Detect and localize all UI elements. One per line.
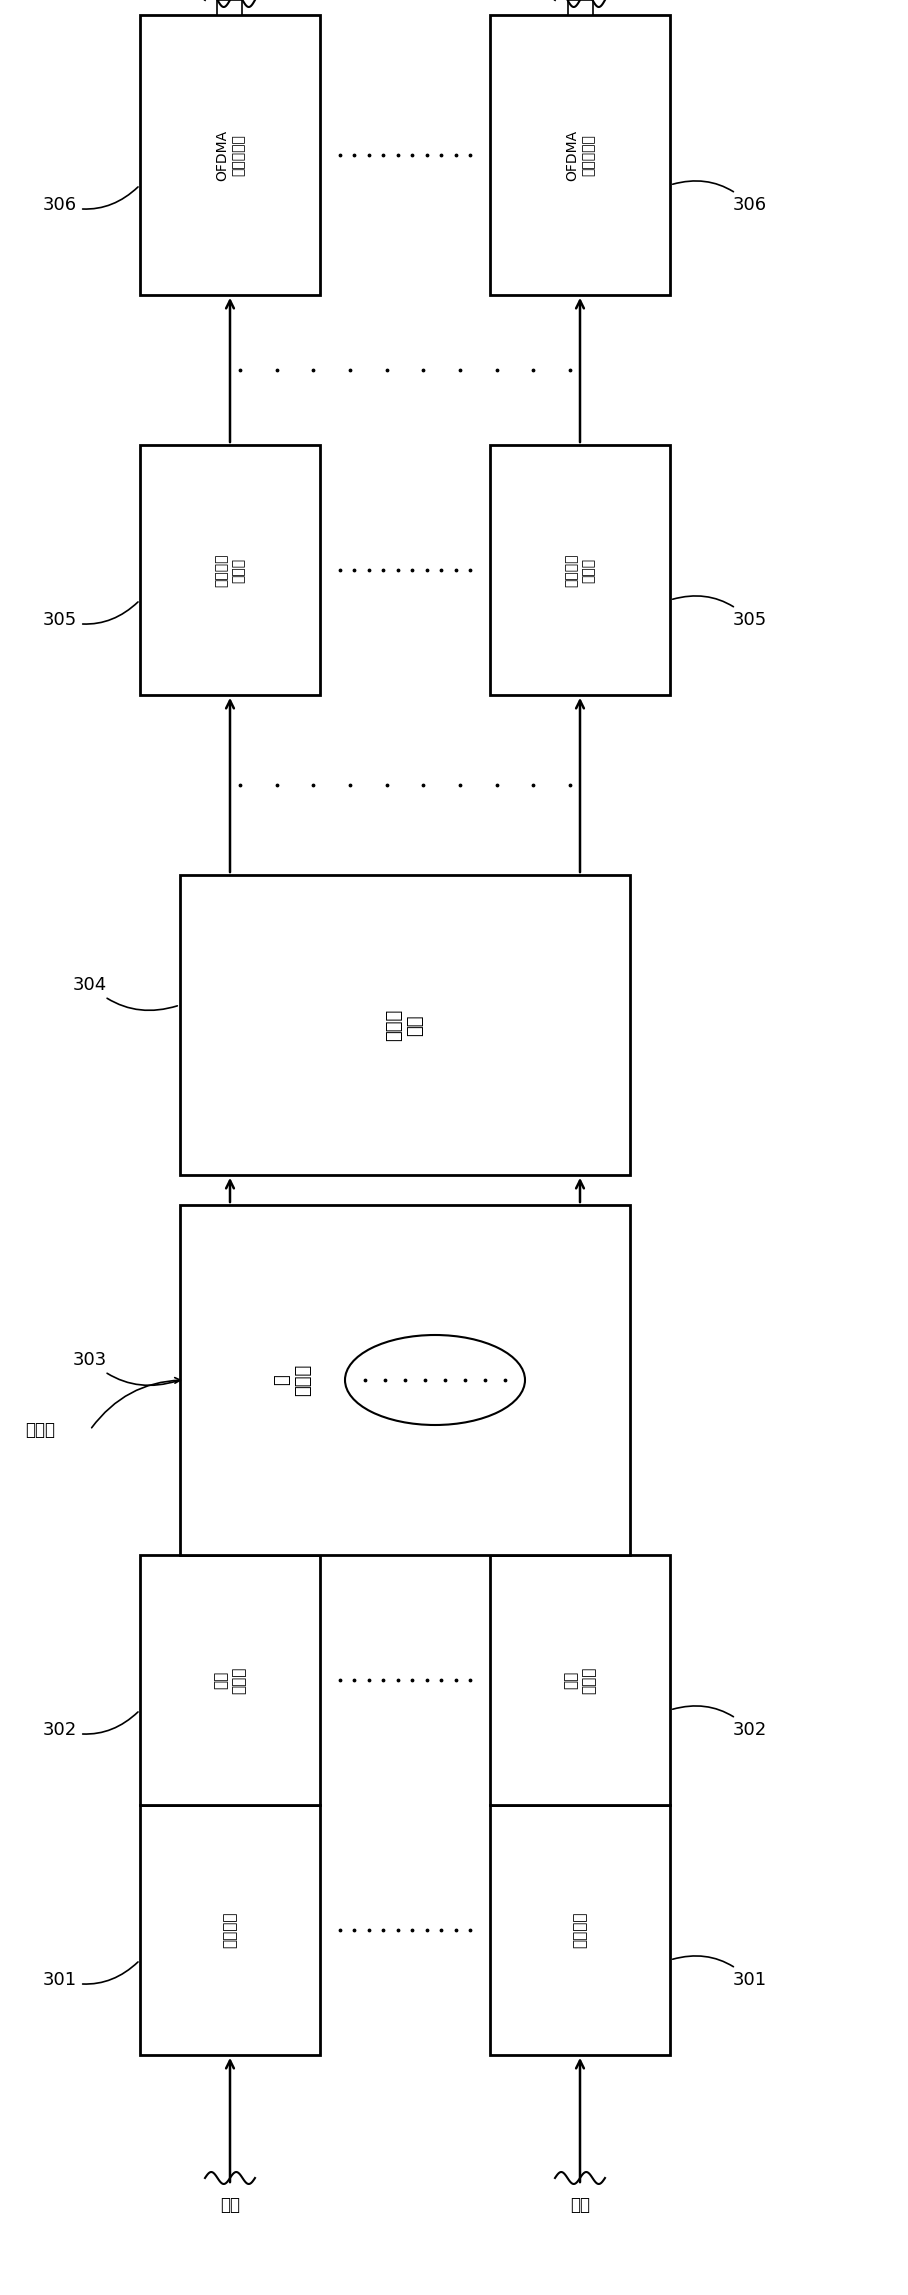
- Text: 305: 305: [43, 601, 138, 629]
- Bar: [180, 1205, 630, 1556]
- Text: 303: 303: [73, 1352, 177, 1386]
- Text: 304: 304: [73, 975, 177, 1010]
- Text: OFDMA
信号发生器: OFDMA 信号发生器: [215, 129, 245, 181]
- Bar: [140, 445, 320, 695]
- Text: 305: 305: [673, 597, 767, 629]
- Ellipse shape: [345, 1336, 525, 1425]
- Text: 码字: 码字: [220, 2196, 240, 2215]
- Text: 301: 301: [43, 1962, 138, 1990]
- Bar: [140, 16, 320, 296]
- Text: 资源元素
映射器: 资源元素 映射器: [215, 553, 245, 588]
- Bar: [568, 0, 593, 16]
- Text: 码字: 码字: [570, 2196, 590, 2215]
- Text: 302: 302: [673, 1705, 767, 1740]
- Bar: [140, 1804, 320, 2054]
- Bar: [218, 0, 242, 16]
- Bar: [490, 445, 670, 695]
- Bar: [490, 1804, 670, 2054]
- Text: 301: 301: [673, 1955, 767, 1990]
- Bar: [490, 1556, 670, 1804]
- Bar: [490, 16, 670, 296]
- Bar: [180, 874, 630, 1175]
- Text: 多个层: 多个层: [25, 1421, 55, 1439]
- Text: 资源元素
映射器: 资源元素 映射器: [565, 553, 595, 588]
- Bar: [140, 1556, 320, 1804]
- Text: 调制
映射器: 调制 映射器: [564, 1666, 597, 1694]
- Text: 306: 306: [673, 181, 767, 213]
- Text: 加扰模块: 加扰模块: [573, 1912, 587, 1948]
- Text: OFDMA
信号发生器: OFDMA 信号发生器: [565, 129, 595, 181]
- Text: 调制
映射器: 调制 映射器: [213, 1666, 246, 1694]
- Text: 预编码
模块: 预编码 模块: [386, 1010, 424, 1042]
- Text: 306: 306: [43, 186, 138, 213]
- Text: 302: 302: [43, 1712, 138, 1740]
- Text: 束
映射器: 束 映射器: [273, 1363, 312, 1395]
- Text: 加扰模块: 加扰模块: [222, 1912, 238, 1948]
